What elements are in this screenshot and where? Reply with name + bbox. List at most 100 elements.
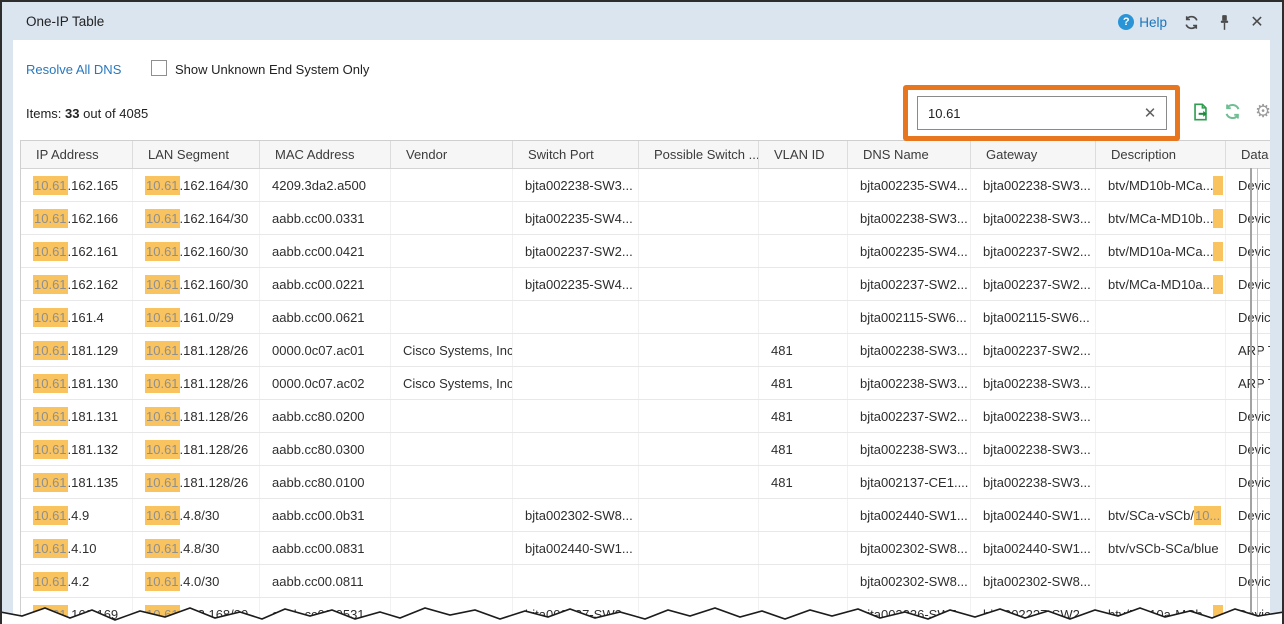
cell-lan: 10.61.162.164/30	[133, 202, 260, 234]
cell-possible_switch	[639, 400, 759, 432]
search-match-highlight: 10.61	[145, 241, 180, 261]
search-input[interactable]	[917, 96, 1167, 130]
cell-possible_switch	[639, 433, 759, 465]
cell-gateway: bjta002238-SW3...	[971, 433, 1096, 465]
table-row[interactable]: 10.61.161.4 10.61.161.0/29 aabb.cc00.0621 b…	[21, 301, 1270, 334]
cell-switch_port	[513, 400, 639, 432]
items-count: 33	[65, 106, 80, 121]
search-match-highlight: 10.61	[33, 538, 68, 558]
cell-ip: 10.61.162.165	[21, 169, 133, 201]
table-row[interactable]: 10.61.4.9 10.61.4.8/30 aabb.cc00.0b31 bjta0…	[21, 499, 1270, 532]
cell-possible_switch	[639, 367, 759, 399]
column-header-gateway[interactable]: Gateway	[971, 141, 1096, 168]
table-row[interactable]: 10.61.162.161 10.61.162.160/30 aabb.cc00.0…	[21, 235, 1270, 268]
help-button[interactable]: ? Help	[1118, 14, 1167, 30]
cell-possible_switch	[639, 202, 759, 234]
cell-ip: 10.61.4.9	[21, 499, 133, 531]
cell-vendor	[391, 532, 513, 564]
cell-description	[1096, 400, 1226, 432]
search-match-highlight: 10.61	[145, 340, 180, 360]
column-header-description[interactable]: Description	[1096, 141, 1226, 168]
cell-data_source: Device	[1238, 408, 1270, 424]
resolve-all-dns-link[interactable]: Resolve All DNS	[26, 62, 122, 77]
search-annotation-box	[903, 85, 1180, 141]
table-row[interactable]: 10.61.181.135 10.61.181.128/26 aabb.cc80.0…	[21, 466, 1270, 499]
cell-lan: 10.61.4.8/30	[133, 532, 260, 564]
table-body: 10.61.162.165 10.61.162.164/30 4209.3da2.a…	[21, 169, 1270, 624]
column-header-vendor[interactable]: Vendor	[391, 141, 513, 168]
search-match-highlight: 10.61	[145, 274, 180, 294]
column-header-ip[interactable]: IP Address	[21, 141, 133, 168]
cell-vendor	[391, 433, 513, 465]
cell-possible_switch	[639, 334, 759, 366]
cell-mac: aabb.cc00.0331	[260, 202, 391, 234]
table-row[interactable]: 10.61.181.131 10.61.181.128/26 aabb.cc80.0…	[21, 400, 1270, 433]
cell-switch_port	[513, 334, 639, 366]
table-row[interactable]: 10.61.4.2 10.61.4.0/30 aabb.cc00.0811 bjta0…	[21, 565, 1270, 598]
search-match-highlight: 10.61	[145, 406, 180, 426]
search-match-highlight: 10.61	[145, 307, 180, 327]
cell-data_source: Device	[1238, 474, 1270, 490]
refresh-icon[interactable]	[1223, 102, 1242, 121]
cell-data_source: Device	[1238, 243, 1270, 259]
cell-switch_port: bjta002302-SW8...	[513, 499, 639, 531]
cell-vlan	[759, 499, 848, 531]
search-match-highlight: 10...	[1193, 505, 1222, 525]
column-header-possible_switch[interactable]: Possible Switch ...	[639, 141, 759, 168]
search-match-highlight	[1213, 241, 1223, 261]
cell-gateway: bjta002237-SW2...	[971, 334, 1096, 366]
cell-vendor	[391, 268, 513, 300]
cell-possible_switch	[639, 301, 759, 333]
cell-mac: 4209.3da2.a500	[260, 169, 391, 201]
table-row[interactable]: 10.61.181.132 10.61.181.128/26 aabb.cc80.0…	[21, 433, 1270, 466]
column-header-data_source[interactable]: Data Source	[1241, 147, 1270, 162]
clear-search-icon[interactable]: ✕	[1143, 105, 1157, 122]
cell-dns: bjta002238-SW3...	[848, 433, 971, 465]
cell-description: btv/MCa-MD10b...	[1096, 202, 1226, 234]
column-header-dns[interactable]: DNS Name	[848, 141, 971, 168]
search-match-highlight: 10.61	[33, 175, 68, 195]
export-icon[interactable]	[1191, 102, 1210, 122]
cell-ip: 10.61.181.131	[21, 400, 133, 432]
table-row[interactable]: 10.61.181.129 10.61.181.128/26 0000.0c07.a…	[21, 334, 1270, 367]
pin-icon[interactable]	[1215, 13, 1233, 31]
cell-possible_switch	[639, 169, 759, 201]
cell-description	[1096, 334, 1226, 366]
search-match-highlight: 10.61	[33, 373, 68, 393]
table-row[interactable]: 10.61.162.166 10.61.162.164/30 aabb.cc00.0…	[21, 202, 1270, 235]
cell-description	[1096, 466, 1226, 498]
cell-switch_port: bjta002440-SW1...	[513, 532, 639, 564]
cell-description: btv/vSCb-SCa/blue	[1096, 532, 1226, 564]
table-row[interactable]: 10.61.162.162 10.61.162.160/30 aabb.cc00.0…	[21, 268, 1270, 301]
cell-ip: 10.61.4.10	[21, 532, 133, 564]
cell-mac: aabb.cc80.0100	[260, 466, 391, 498]
cell-possible_switch	[639, 268, 759, 300]
cell-ip: 10.61.181.132	[21, 433, 133, 465]
sync-icon[interactable]	[1182, 13, 1200, 31]
search-match-highlight: 10.61	[33, 406, 68, 426]
cell-dns: bjta002137-CE1....	[848, 466, 971, 498]
table-row[interactable]: 10.61.181.130 10.61.181.128/26 0000.0c07.a…	[21, 367, 1270, 400]
cell-vendor	[391, 565, 513, 597]
close-icon[interactable]: ✕	[1250, 14, 1264, 31]
column-header-switch_port[interactable]: Switch Port	[513, 141, 639, 168]
column-header-mac[interactable]: MAC Address	[260, 141, 391, 168]
table-scrollbar[interactable]	[1250, 168, 1252, 624]
cell-lan: 10.61.181.128/26	[133, 367, 260, 399]
column-header-lan[interactable]: LAN Segment	[133, 141, 260, 168]
cell-vlan	[759, 202, 848, 234]
table-row[interactable]: 10.61.4.10 10.61.4.8/30 aabb.cc00.0831 bjta…	[21, 532, 1270, 565]
show-unknown-checkbox[interactable]	[151, 60, 167, 76]
cell-data_source: Device	[1238, 309, 1270, 325]
column-header-vlan[interactable]: VLAN ID	[759, 141, 848, 168]
cell-possible_switch	[639, 499, 759, 531]
torn-edge-decoration	[2, 607, 1282, 624]
search-match-highlight: 10.61	[145, 571, 180, 591]
cell-data_source: Device	[1238, 276, 1270, 292]
table-row[interactable]: 10.61.162.165 10.61.162.164/30 4209.3da2.a…	[21, 169, 1270, 202]
gear-icon[interactable]: ⚙	[1255, 101, 1272, 121]
cell-lan: 10.61.4.8/30	[133, 499, 260, 531]
search-match-highlight: 10.61	[33, 472, 68, 492]
search-match-highlight: 10.61	[33, 208, 68, 228]
cell-description: btv/SCa-vSCb/10...	[1096, 499, 1226, 531]
